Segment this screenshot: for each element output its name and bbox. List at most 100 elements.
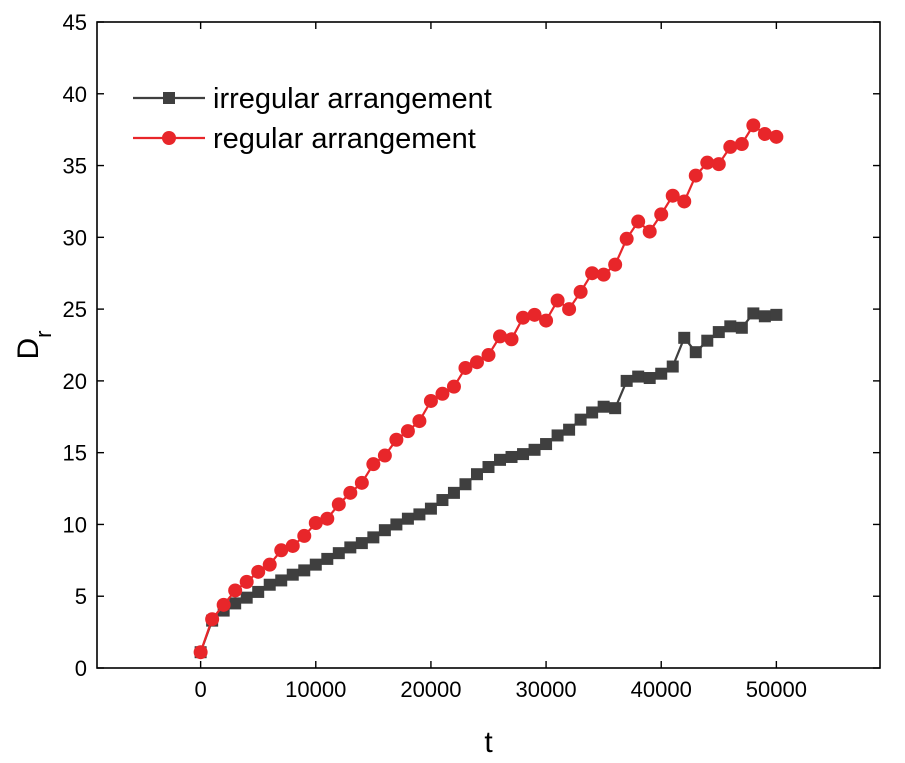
data-point xyxy=(631,214,646,229)
legend-marker xyxy=(163,92,175,104)
data-point xyxy=(390,518,403,531)
data-point xyxy=(377,448,392,463)
data-point xyxy=(643,372,656,385)
x-axis-title: t xyxy=(484,726,493,759)
data-point xyxy=(321,552,334,565)
data-point xyxy=(654,207,669,222)
data-point xyxy=(620,374,633,387)
data-point xyxy=(642,224,657,239)
data-point xyxy=(275,574,288,587)
data-point xyxy=(562,302,577,317)
data-point xyxy=(482,461,495,474)
data-point xyxy=(413,508,426,521)
data-point xyxy=(205,612,220,627)
axes xyxy=(96,21,881,669)
data-point xyxy=(677,194,692,209)
data-point xyxy=(688,168,703,183)
data-point xyxy=(401,512,414,525)
y-tick-label: 5 xyxy=(75,584,87,609)
data-point xyxy=(366,457,381,472)
data-point xyxy=(770,308,783,321)
data-point xyxy=(423,393,438,408)
data-point xyxy=(586,406,599,419)
x-tick-label: 0 xyxy=(195,677,207,702)
data-point xyxy=(609,402,622,415)
legend: irregular arrangement regular arrangement xyxy=(133,83,492,155)
data-point xyxy=(436,494,449,507)
data-point xyxy=(494,453,507,466)
data-point xyxy=(574,413,587,426)
data-point xyxy=(516,310,531,325)
data-point xyxy=(655,367,668,380)
data-point xyxy=(678,331,691,344)
data-point xyxy=(400,424,415,439)
data-point xyxy=(332,547,345,560)
data-point xyxy=(412,414,427,429)
data-point xyxy=(528,443,541,456)
data-point xyxy=(769,129,784,144)
data-point xyxy=(239,574,254,589)
data-point xyxy=(320,511,335,526)
data-point xyxy=(285,538,300,553)
data-point xyxy=(343,485,358,500)
data-point xyxy=(701,334,714,347)
x-tick-label: 50000 xyxy=(746,677,807,702)
data-point xyxy=(700,155,715,170)
data-point xyxy=(596,267,611,282)
data-point xyxy=(734,137,749,152)
data-point xyxy=(459,478,472,491)
data-point xyxy=(308,516,323,531)
data-point xyxy=(262,557,277,572)
y-tick-label: 20 xyxy=(63,369,87,394)
data-point xyxy=(585,266,600,281)
data-point xyxy=(286,568,299,581)
plot-frame xyxy=(96,21,881,669)
x-tick-label: 10000 xyxy=(285,677,346,702)
data-point xyxy=(505,450,518,463)
y-tick-label: 40 xyxy=(63,82,87,107)
axis-labels: t Dr xyxy=(12,331,493,760)
data-point xyxy=(355,537,368,550)
data-point xyxy=(539,313,554,328)
data-point xyxy=(389,432,404,447)
data-point xyxy=(240,591,253,604)
data-point xyxy=(424,502,437,515)
data-point xyxy=(527,307,542,322)
data-point xyxy=(550,293,565,308)
data-point xyxy=(517,448,530,461)
data-point xyxy=(297,528,312,543)
y-tick-label: 10 xyxy=(63,512,87,537)
data-point xyxy=(747,307,760,320)
series-irregular xyxy=(194,307,783,659)
data-point xyxy=(504,332,519,347)
data-point xyxy=(723,139,738,154)
legend-item: regular arrangement xyxy=(133,123,476,155)
x-tick-label: 40000 xyxy=(631,677,692,702)
data-point xyxy=(493,329,508,344)
data-point xyxy=(229,597,242,610)
data-point xyxy=(378,524,391,537)
data-point xyxy=(724,320,737,333)
data-point xyxy=(608,257,623,272)
data-point xyxy=(711,157,726,172)
data-point xyxy=(712,326,725,339)
data-point xyxy=(632,370,645,383)
data-point xyxy=(689,346,702,359)
data-point xyxy=(469,355,484,370)
data-point xyxy=(367,531,380,544)
data-point xyxy=(666,360,679,373)
data-point xyxy=(252,585,265,598)
data-point xyxy=(481,348,496,363)
data-point xyxy=(746,118,761,133)
data-point xyxy=(216,597,231,612)
data-point xyxy=(228,583,243,598)
data-point xyxy=(354,475,369,490)
data-point xyxy=(735,321,748,334)
data-point xyxy=(563,423,576,436)
data-point xyxy=(758,310,771,323)
x-tick-label: 30000 xyxy=(515,677,576,702)
data-point xyxy=(573,284,588,299)
data-point xyxy=(274,543,289,558)
data-point xyxy=(597,400,610,413)
legend-marker xyxy=(162,131,176,145)
